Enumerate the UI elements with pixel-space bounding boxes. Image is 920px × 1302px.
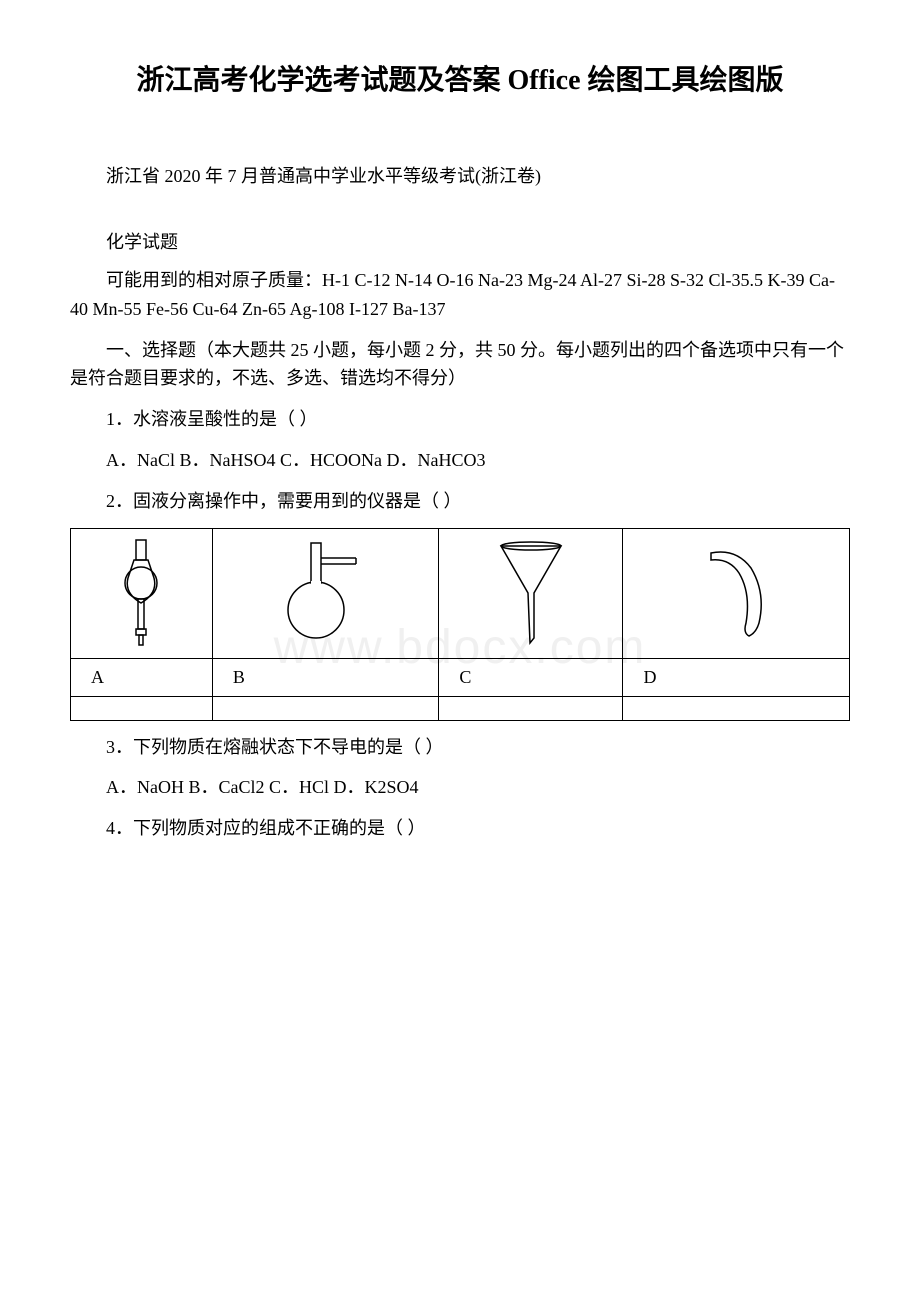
equipment-cell-a xyxy=(71,528,213,658)
label-a: A xyxy=(71,658,213,696)
question-1-text: 1．水溶液呈酸性的是（ ） xyxy=(70,405,850,434)
exam-name: 化学试题 xyxy=(70,228,850,254)
retort-icon xyxy=(631,537,841,650)
equipment-cell-c xyxy=(439,528,623,658)
section1-header: 一、选择题（本大题共 25 小题，每小题 2 分，共 50 分。每小题列出的四个… xyxy=(70,336,850,394)
table-row xyxy=(71,696,850,720)
table-row: A B C D xyxy=(71,658,850,696)
equipment-cell-d xyxy=(623,528,850,658)
empty-cell xyxy=(71,696,213,720)
empty-cell xyxy=(623,696,850,720)
question-2-text: 2．固液分离操作中，需要用到的仪器是（ ） xyxy=(70,487,850,516)
question-3-text: 3．下列物质在熔融状态下不导电的是（ ） xyxy=(70,733,850,762)
empty-cell xyxy=(439,696,623,720)
distillation-flask-icon xyxy=(221,537,431,650)
funnel-icon xyxy=(447,537,614,650)
empty-cell xyxy=(212,696,439,720)
atomic-masses: 可能用到的相对原子质量：H-1 C-12 N-14 O-16 Na-23 Mg-… xyxy=(70,266,850,324)
equipment-table: A B C D xyxy=(70,528,850,721)
exam-subtitle: 浙江省 2020 年 7 月普通高中学业水平等级考试(浙江卷) xyxy=(70,162,850,188)
page-title: 浙江高考化学选考试题及答案 Office 绘图工具绘图版 xyxy=(70,60,850,102)
separating-funnel-icon xyxy=(79,537,204,650)
question-3-options: A．NaOH B．CaCl2 C．HCl D．K2SO4 xyxy=(70,773,850,802)
label-c: C xyxy=(439,658,623,696)
label-b: B xyxy=(212,658,439,696)
equipment-cell-b xyxy=(212,528,439,658)
label-d: D xyxy=(623,658,850,696)
question-1-options: A．NaCl B．NaHSO4 C．HCOONa D．NaHCO3 xyxy=(70,446,850,475)
question-4-text: 4．下列物质对应的组成不正确的是（ ） xyxy=(70,814,850,843)
table-row xyxy=(71,528,850,658)
